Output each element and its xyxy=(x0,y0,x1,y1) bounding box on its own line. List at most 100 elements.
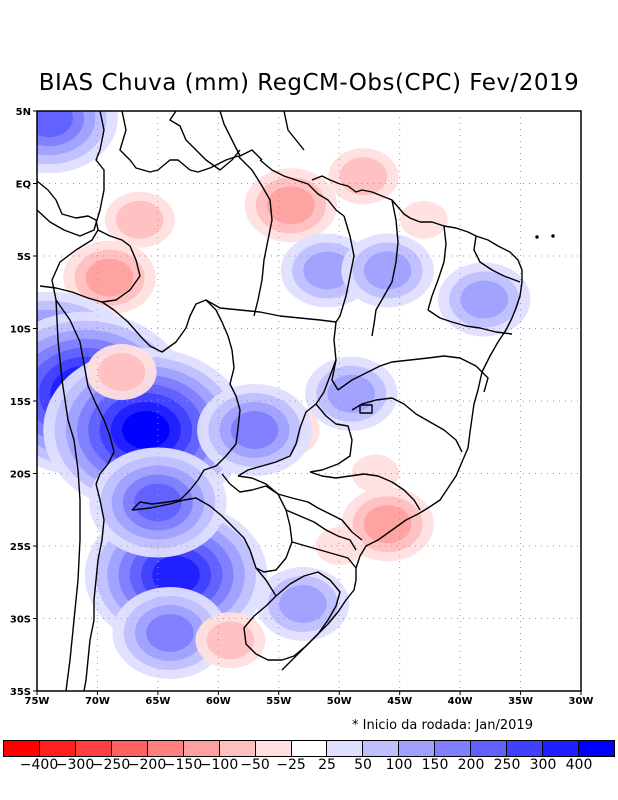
border-guyana xyxy=(169,111,241,171)
border-parana xyxy=(285,509,357,551)
colorbar-label: −150 xyxy=(163,757,203,773)
colorbar-labels: −400 −300 −250 −200 −150 −100 −50 −25 25 50 100 150… xyxy=(0,757,618,777)
bias-contour xyxy=(122,411,170,449)
colorbar-label: 200 xyxy=(457,757,485,773)
colorbar-label: 100 xyxy=(385,757,413,773)
bias-contour xyxy=(460,280,509,319)
bias-contour xyxy=(363,505,412,544)
island-marker xyxy=(551,234,555,238)
colorbar-label: −300 xyxy=(55,757,95,773)
colorbar-swatch xyxy=(147,741,184,756)
bias-contour xyxy=(37,111,73,138)
grid-lines xyxy=(37,111,581,691)
border-goias-minas xyxy=(309,403,353,473)
colorbar-swatch xyxy=(579,741,614,756)
border-amazonas-para xyxy=(237,155,273,317)
border-ms-sp xyxy=(237,475,363,541)
bias-blob xyxy=(256,567,350,641)
border-sp-minas xyxy=(309,471,421,511)
bias-contour xyxy=(400,200,448,239)
bias-blob xyxy=(351,454,400,493)
border-pb-pe xyxy=(427,309,513,335)
bias-blob xyxy=(104,191,175,248)
border-brazil-peru xyxy=(39,229,141,303)
colorbar-swatch xyxy=(363,741,400,756)
colorbar-label: −25 xyxy=(276,757,306,773)
lat-tick-label: EQ xyxy=(16,180,31,191)
border-bolivia-north xyxy=(101,299,229,353)
lat-tick-label: 10S xyxy=(10,325,31,336)
colorbar-swatch xyxy=(507,741,544,756)
lon-tick-label: 55W xyxy=(266,696,291,707)
border-df xyxy=(359,404,373,414)
colorbar-swatch xyxy=(399,741,436,756)
colorbar-label: −400 xyxy=(19,757,59,773)
border-bolivia-east xyxy=(131,335,241,511)
bias-blob xyxy=(37,111,118,174)
bias-contour xyxy=(230,411,279,449)
bias-contour xyxy=(267,186,315,225)
bias-blob xyxy=(315,527,363,565)
lat-tick-label: 20S xyxy=(10,470,31,481)
bias-blob xyxy=(305,356,398,431)
colorbar-swatch xyxy=(111,741,148,756)
bias-contour xyxy=(134,483,182,522)
bias-blob xyxy=(328,148,399,205)
bias-blob xyxy=(341,233,434,308)
colorbar-label: 400 xyxy=(565,757,593,773)
bias-blob xyxy=(89,447,227,558)
bias-contour xyxy=(315,527,363,565)
bias-contour xyxy=(351,454,400,493)
lon-tick-label: 60W xyxy=(206,696,231,707)
border-suriname xyxy=(219,111,263,161)
border-mato-grosso-goias xyxy=(237,359,337,477)
colorbar xyxy=(3,740,615,757)
colorbar-label: −250 xyxy=(91,757,131,773)
lat-tick-label: 25S xyxy=(10,542,31,553)
colorbar-label: −50 xyxy=(240,757,270,773)
lon-tick-label: 45W xyxy=(387,696,412,707)
bias-contour xyxy=(279,585,327,623)
bias-blob xyxy=(341,487,434,562)
bias-field xyxy=(37,111,531,679)
bias-contour xyxy=(85,258,134,297)
coastline-chile xyxy=(55,299,81,691)
colorbar-swatch xyxy=(291,741,328,756)
lon-tick-label: 70W xyxy=(85,696,110,707)
border-nordeste-states xyxy=(473,235,521,283)
lon-tick-label: 40W xyxy=(448,696,473,707)
colorbar-swatch xyxy=(255,741,292,756)
border-amazonas-mato-grosso xyxy=(205,299,337,323)
footnote: * Inicio da rodada: Jan/2019 xyxy=(352,718,533,733)
bias-contour xyxy=(152,556,200,594)
colorbar-label: 50 xyxy=(354,757,372,773)
lon-tick-label: 50W xyxy=(327,696,352,707)
lon-tick-label: 65W xyxy=(145,696,170,707)
lat-tick-label: 35S xyxy=(10,687,31,698)
lat-tick-label: 15S xyxy=(10,397,31,408)
chart-title: BIAS Chuva (mm) RegCM-Obs(CPC) Fev/2019 xyxy=(38,70,580,96)
island-marker xyxy=(535,235,539,239)
colorbar-label: −200 xyxy=(127,757,167,773)
border-colombia-west xyxy=(37,111,105,237)
border-french-guiana xyxy=(283,111,305,151)
bias-blob xyxy=(438,262,531,337)
bias-blob xyxy=(195,612,266,669)
border-bahia-minas xyxy=(351,397,463,453)
lon-tick-label: 30W xyxy=(569,696,594,707)
colorbar-swatch xyxy=(183,741,220,756)
colorbar-label: 250 xyxy=(493,757,521,773)
bias-contour xyxy=(339,157,388,196)
colorbar-swatch xyxy=(471,741,508,756)
bias-contour xyxy=(206,621,255,660)
lon-tick-label: 35W xyxy=(508,696,533,707)
border-maranhao-piaui xyxy=(371,199,399,337)
longitude-axis: 75W 70W 65W 60W 55W 50W 45W 40W 35W 30W xyxy=(25,691,594,707)
bias-blob xyxy=(400,200,448,239)
lat-tick-label: 30S xyxy=(10,615,31,626)
border-bahia-north xyxy=(337,355,489,393)
colorbar-swatch xyxy=(4,741,40,756)
lat-tick-label: 5N xyxy=(16,107,31,118)
country-state-borders xyxy=(37,111,555,691)
bias-contour xyxy=(97,353,146,391)
